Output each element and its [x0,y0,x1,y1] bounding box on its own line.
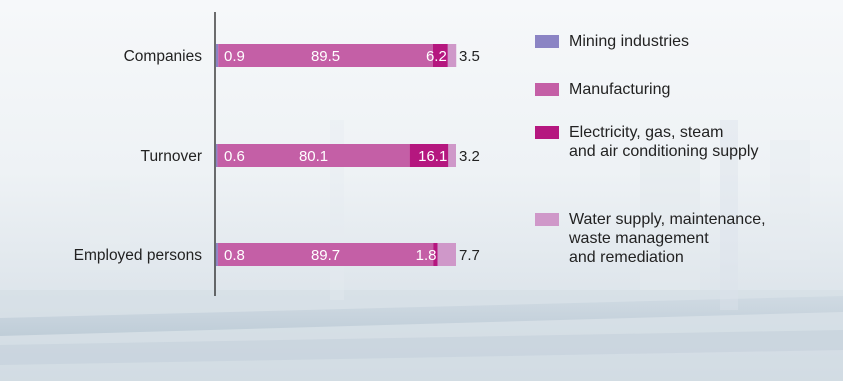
bars-layer [216,44,457,266]
bar-turnover-series-3 [448,144,456,167]
legend-swatch-manufacturing [535,83,559,96]
value-label-turnover-series-0: 0.6 [224,148,245,165]
category-label-employed-persons: Employed persons [74,247,203,264]
value-label-turnover-series-3: 3.2 [459,148,480,165]
legend-item-manufacturing: Manufacturing [535,80,670,99]
category-label-companies: Companies [124,48,203,65]
bar-turnover-series-0 [216,144,218,167]
value-label-turnover-series-2: 16.1 [418,148,447,165]
category-label-turnover: Turnover [141,148,202,165]
value-label-companies-series-2: 6.2 [426,48,447,65]
bar-turnover-series-2 [409,144,449,167]
bar-companies-series-1 [218,44,433,67]
value-label-employed-persons-series-1: 89.7 [311,247,340,264]
bar-companies-series-0 [216,44,219,67]
value-label-companies-series-0: 0.9 [224,48,245,65]
legend-item-electricity: Electricity, gas, steam and air conditio… [535,123,758,161]
value-label-companies-series-3: 3.5 [459,48,480,65]
value-label-employed-persons-series-2: 1.8 [416,247,437,264]
bar-employed-persons-series-1 [217,243,434,266]
value-label-employed-persons-series-0: 0.8 [224,247,245,264]
bar-employed-persons-series-3 [437,243,456,266]
legend-label-manufacturing: Manufacturing [569,81,671,98]
legend-label-mining: Mining industries [569,33,690,50]
bar-employed-persons-series-0 [216,243,218,266]
legend-swatch-electricity [535,126,559,139]
legend-item-mining: Mining industries [535,32,689,51]
legend-swatch-water [535,213,559,226]
bar-companies-series-2 [432,44,448,67]
bar-companies-series-3 [447,44,457,67]
legend-item-water: Water supply, maintenance, waste managem… [535,210,766,267]
legend-label-electricity: Electricity, gas, steam and air conditio… [569,124,759,160]
bar-employed-persons-series-2 [433,243,438,266]
value-label-turnover-series-1: 80.1 [299,148,328,165]
legend-label-water: Water supply, maintenance, waste managem… [569,211,766,266]
value-label-employed-persons-series-3: 7.7 [459,247,480,264]
legend-swatch-mining [535,35,559,48]
bar-turnover-series-1 [217,144,410,167]
value-label-companies-series-1: 89.5 [311,48,340,65]
labels-layer: Companies 0.9 89.5 6.2 3.5 Turnover 0.6 80.1 16.… [74,48,480,264]
